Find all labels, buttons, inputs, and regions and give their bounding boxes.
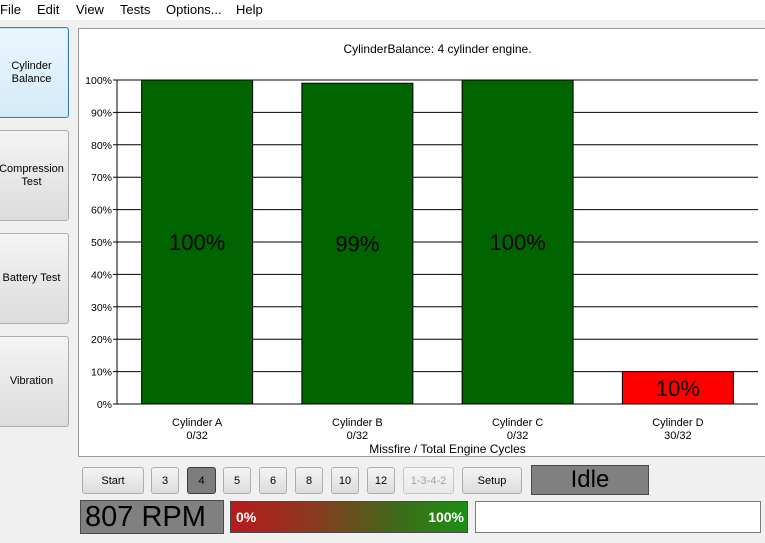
- y-tick-label: 60%: [91, 205, 112, 217]
- x-category-label: Cylinder A: [172, 417, 223, 429]
- bar-value-label: 10%: [656, 376, 700, 401]
- bar-value-label: 99%: [335, 232, 379, 257]
- vibration-button[interactable]: Vibration: [0, 336, 69, 427]
- y-tick-label: 80%: [91, 140, 112, 152]
- cylinders-8-button[interactable]: 8: [295, 467, 323, 494]
- firing-order-button[interactable]: 1-3-4-2: [403, 467, 454, 494]
- cylinders-4-button[interactable]: 4: [187, 467, 216, 494]
- x-category-sublabel: 30/32: [664, 430, 692, 442]
- cylinders-10-button[interactable]: 10: [331, 467, 359, 494]
- menu-options[interactable]: Options...: [166, 2, 222, 17]
- balance-gauge: 0% 100%: [230, 501, 468, 533]
- bar-cylinder-d: [621, 371, 734, 405]
- message-field: [475, 501, 761, 533]
- x-category-sublabel: 0/32: [347, 430, 368, 442]
- battery-test-button[interactable]: Battery Test: [0, 233, 69, 324]
- menu-tests[interactable]: Tests: [120, 2, 151, 17]
- y-tick-label: 70%: [91, 172, 112, 184]
- start-button[interactable]: Start: [82, 467, 144, 494]
- compression-test-button[interactable]: Compression Test: [0, 130, 69, 221]
- menu-help[interactable]: Help: [236, 2, 263, 17]
- cylinder-balance-chart: CylinderBalance: 4 cylinder engine. 0% 10%…: [78, 28, 765, 457]
- y-tick-label: 50%: [91, 237, 112, 249]
- menu-bar: File Edit View Tests Options... Help: [0, 0, 765, 20]
- menu-view[interactable]: View: [76, 2, 104, 17]
- cylinders-5-button[interactable]: 5: [223, 467, 251, 494]
- y-tick-label: 20%: [91, 334, 112, 346]
- x-axis-title: Missfire / Total Engine Cycles: [369, 442, 526, 456]
- menu-file[interactable]: File: [0, 2, 21, 17]
- y-tick-label: 90%: [91, 107, 112, 119]
- cylinders-12-button[interactable]: 12: [367, 467, 395, 494]
- rpm-display: 807 RPM: [80, 500, 224, 534]
- cylinders-3-button[interactable]: 3: [151, 467, 179, 494]
- y-tick-label: 0%: [97, 399, 112, 411]
- status-display: Idle: [531, 465, 649, 495]
- y-tick-label: 10%: [91, 367, 112, 379]
- x-category-label: Cylinder B: [332, 417, 383, 429]
- y-tick-label: 30%: [91, 302, 112, 314]
- cylinder-balance-button[interactable]: Cylinder Balance: [0, 27, 69, 118]
- cylinders-6-button[interactable]: 6: [259, 467, 287, 494]
- menu-edit[interactable]: Edit: [37, 2, 60, 17]
- x-category-sublabel: 0/32: [507, 430, 528, 442]
- y-tick-label: 40%: [91, 269, 112, 281]
- chart-canvas: CylinderBalance: 4 cylinder engine. 0% 10%…: [85, 42, 758, 456]
- bar-cylinder-c: [461, 79, 574, 405]
- bar-value-label: 100%: [169, 230, 225, 255]
- gauge-max-label: 100%: [428, 509, 464, 525]
- x-category-label: Cylinder C: [492, 417, 543, 429]
- setup-button[interactable]: Setup: [462, 467, 522, 494]
- bar-cylinder-a: [141, 79, 254, 405]
- bar-value-label: 100%: [489, 230, 545, 255]
- chart-title: CylinderBalance: 4 cylinder engine.: [343, 42, 531, 56]
- gauge-min-label: 0%: [236, 509, 257, 525]
- x-category-label: Cylinder D: [652, 417, 703, 429]
- y-tick-label: 100%: [85, 75, 112, 87]
- bar-cylinder-b: [301, 82, 414, 405]
- x-category-sublabel: 0/32: [186, 430, 207, 442]
